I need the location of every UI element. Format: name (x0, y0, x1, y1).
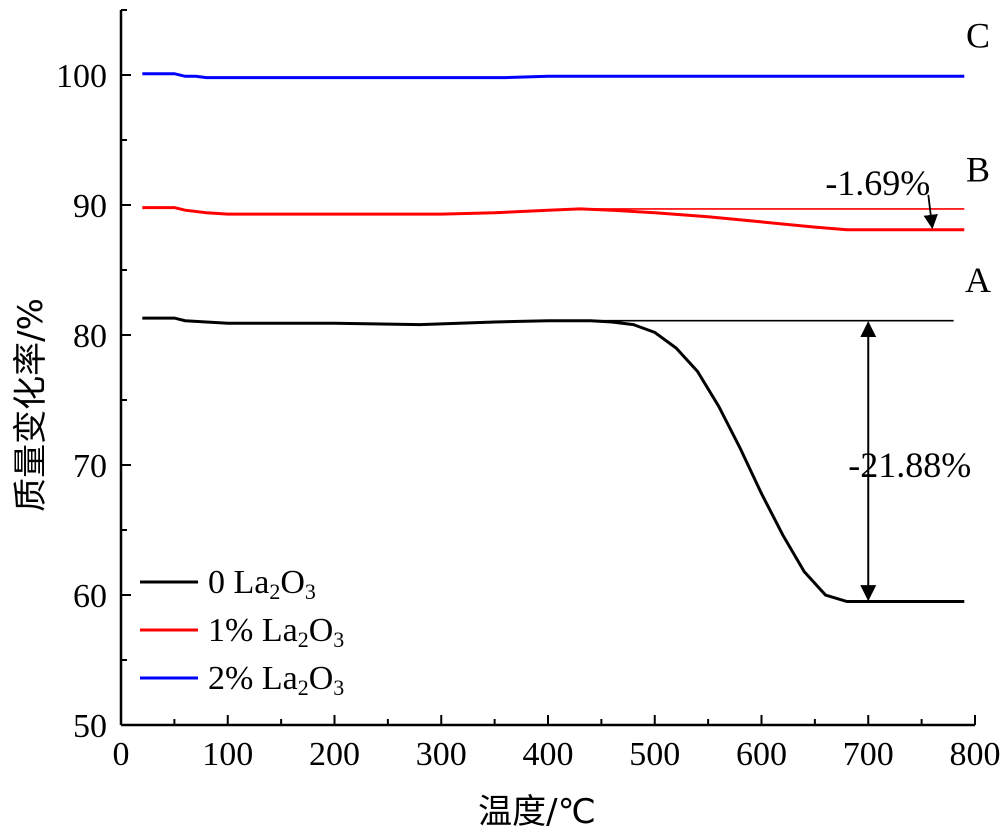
x-tick-label: 700 (843, 736, 894, 773)
x-tick-label: 800 (950, 736, 1000, 773)
x-tick-label: 500 (629, 736, 680, 773)
x-axis-title: 温度/℃ (478, 792, 596, 832)
legend-label-1: 1% La2O3 (208, 612, 344, 652)
x-tick-label: 400 (523, 736, 574, 773)
x-tick-label: 0 (113, 736, 130, 773)
legend-label-0: 0 La2O3 (208, 564, 316, 604)
y-axis-title: 质量变化率/% (11, 298, 51, 512)
y-tick-label: 80 (73, 318, 107, 355)
series-lines: A B C (142, 16, 991, 603)
y-tick-label: 100 (56, 58, 107, 95)
curve-label-b: B (966, 150, 990, 190)
series-line-1 (142, 206, 965, 232)
annotation-arrow-1 (923, 194, 938, 230)
legend-label-2: 2% La2O3 (208, 660, 344, 700)
y-tick-label: 60 (73, 578, 107, 615)
x-tick-label: 300 (416, 736, 467, 773)
curve-label-c: C (966, 16, 990, 56)
series-line-0 (142, 316, 965, 603)
y-tick-label: 50 (73, 708, 107, 745)
annotations: -21.88% -1.69% (825, 163, 971, 602)
y-tick-label: 90 (73, 188, 107, 225)
curve-label-a: A (965, 260, 991, 300)
axes: 0 100 200 300 400 500 600 700 800 50 60 70 80 90 100 (56, 9, 1000, 773)
y-tick-label: 70 (73, 448, 107, 485)
x-tick-label: 600 (736, 736, 787, 773)
series-line-2 (142, 72, 965, 80)
x-tick-label: 200 (309, 736, 360, 773)
x-tick-label: 100 (202, 736, 253, 773)
annotation-label-1: -1.69% (825, 163, 930, 203)
annotation-label-0: -21.88% (848, 445, 971, 485)
legend: 0 La2O3 1% La2O3 2% La2O3 (140, 564, 344, 700)
